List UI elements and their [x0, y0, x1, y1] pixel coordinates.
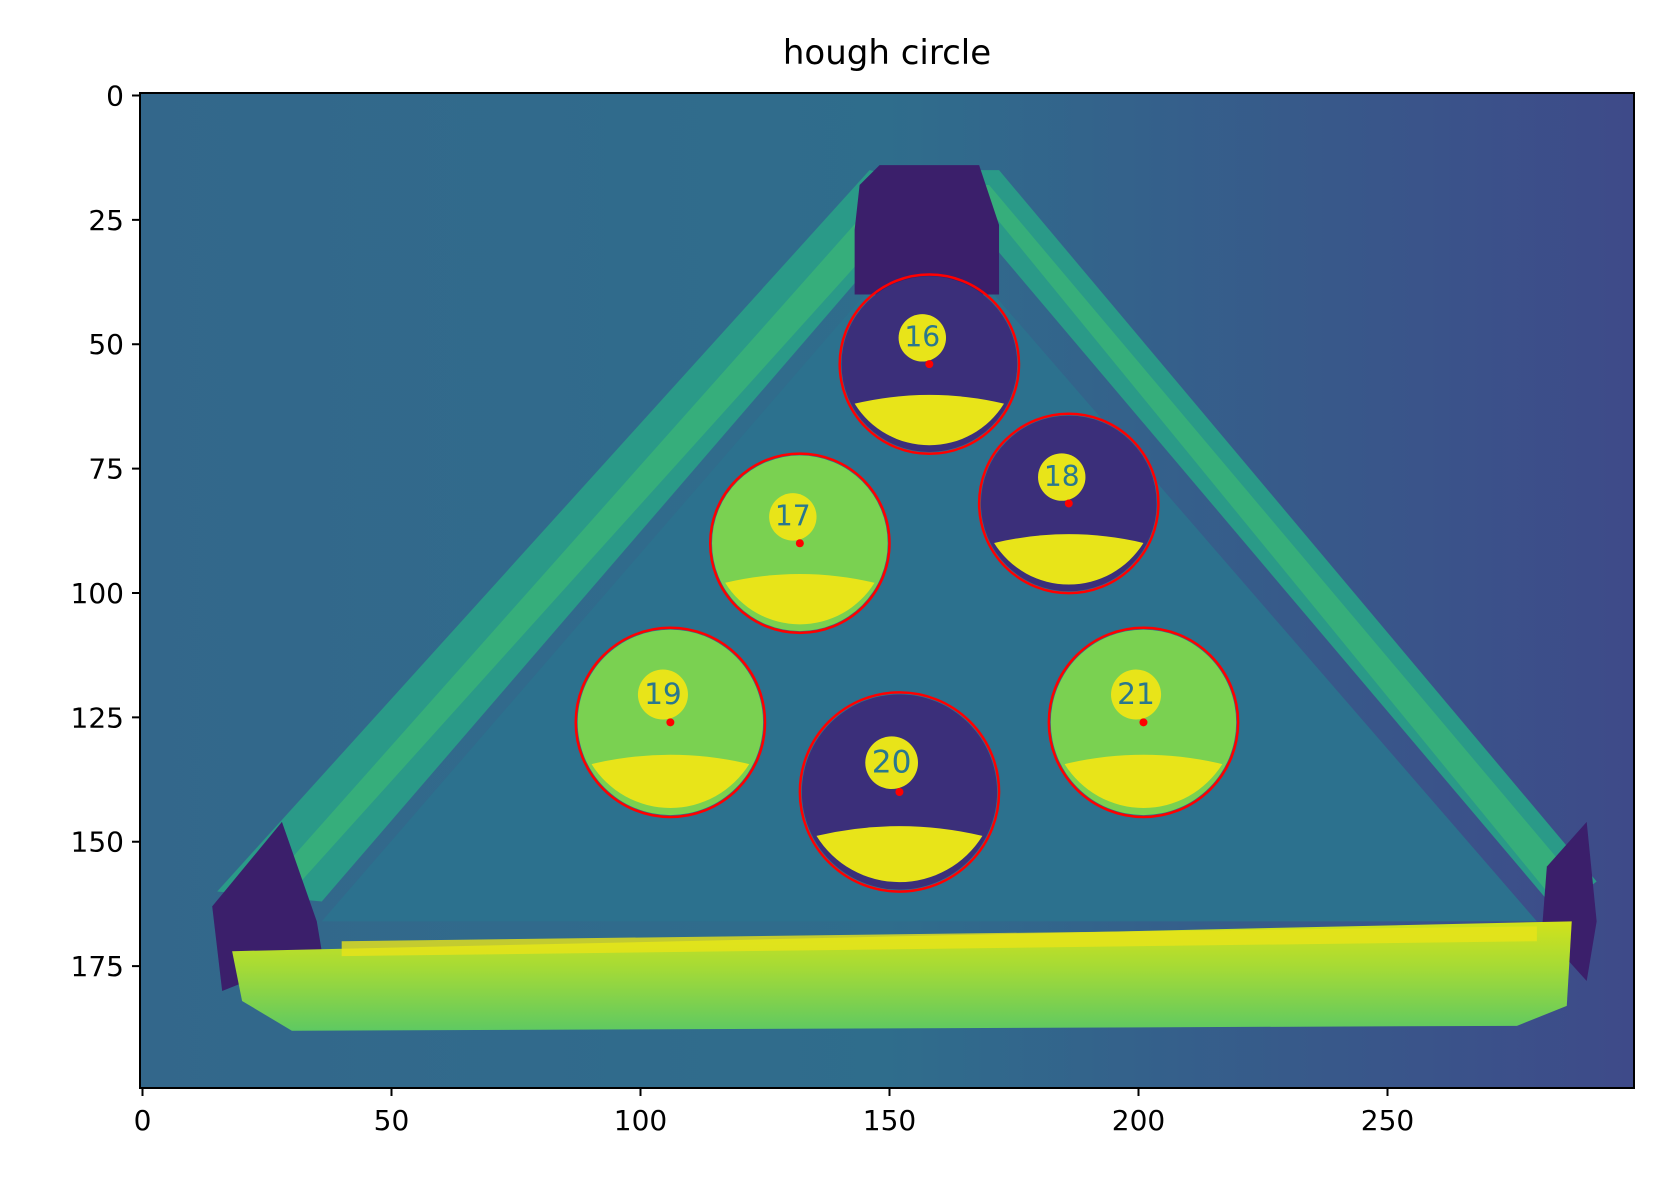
y-tick-label: 25 — [88, 204, 124, 237]
ball-stripe-cap — [816, 826, 983, 883]
y-tick-label: 175 — [71, 950, 124, 983]
rack-bottom-rail-highlight — [341, 926, 1537, 957]
x-axis: 0 50 100 150 200 250 — [134, 1088, 1414, 1137]
chart-title: hough circle — [783, 33, 991, 73]
ball-number-patch — [1038, 453, 1086, 501]
ball-number-patch — [865, 736, 918, 790]
detected-circle — [1047, 626, 1240, 819]
detected-circle — [977, 412, 1160, 595]
rack-image: 16 18 17 19 21 20 — [140, 93, 1634, 1088]
ball-number-patch — [769, 493, 817, 541]
y-tick-label: 75 — [88, 453, 124, 486]
ball-number: 18 — [1044, 460, 1080, 493]
rack-right-rail-highlight — [969, 185, 1577, 892]
x-tick-label: 50 — [374, 1104, 410, 1137]
ball-stripe-cap — [854, 394, 1005, 446]
circle-center-point — [895, 787, 904, 796]
y-tick-label: 0 — [106, 79, 124, 112]
ball-number: 19 — [644, 676, 682, 711]
detected-circles — [574, 273, 1240, 893]
y-tick-label: 150 — [71, 826, 124, 859]
ball-number: 16 — [904, 321, 940, 354]
rack-corner-left — [212, 821, 322, 991]
circle-center-point — [1139, 718, 1148, 727]
circle-center-point — [666, 718, 675, 727]
rack-left-rail-highlight — [262, 185, 920, 892]
detected-circle — [574, 626, 767, 819]
ball-number: 20 — [872, 744, 912, 780]
circle-center-point — [1064, 499, 1073, 508]
ball-number: 17 — [775, 500, 811, 533]
y-tick-label: 100 — [71, 577, 124, 610]
x-tick-label: 150 — [863, 1104, 916, 1137]
y-axis: 0 25 50 75 100 125 150 175 — [71, 79, 140, 983]
y-tick-label: 125 — [71, 701, 124, 734]
ball-stripe-cap — [1064, 754, 1223, 808]
x-tick-label: 0 — [134, 1104, 152, 1137]
y-tick-label: 50 — [88, 328, 124, 361]
ball-stripe-cap — [725, 573, 875, 625]
circle-center-point — [925, 360, 934, 369]
ball-number-patch — [637, 669, 688, 720]
circle-center-point — [795, 539, 804, 548]
detected-circle — [838, 273, 1021, 456]
detected-circle — [798, 691, 1001, 893]
x-tick-label: 250 — [1361, 1104, 1414, 1137]
axes-frame — [139, 92, 1635, 1089]
ball-stripe-cap — [591, 754, 750, 808]
ball-number-patch — [1111, 669, 1162, 720]
ball-stripe-cap — [994, 534, 1144, 585]
ball-number: 21 — [1117, 676, 1155, 711]
ball-number-patch — [898, 314, 947, 362]
rack-apex-dark — [854, 165, 1000, 295]
x-tick-label: 100 — [614, 1104, 667, 1137]
detected-circle — [708, 452, 891, 635]
x-tick-label: 200 — [1112, 1104, 1165, 1137]
